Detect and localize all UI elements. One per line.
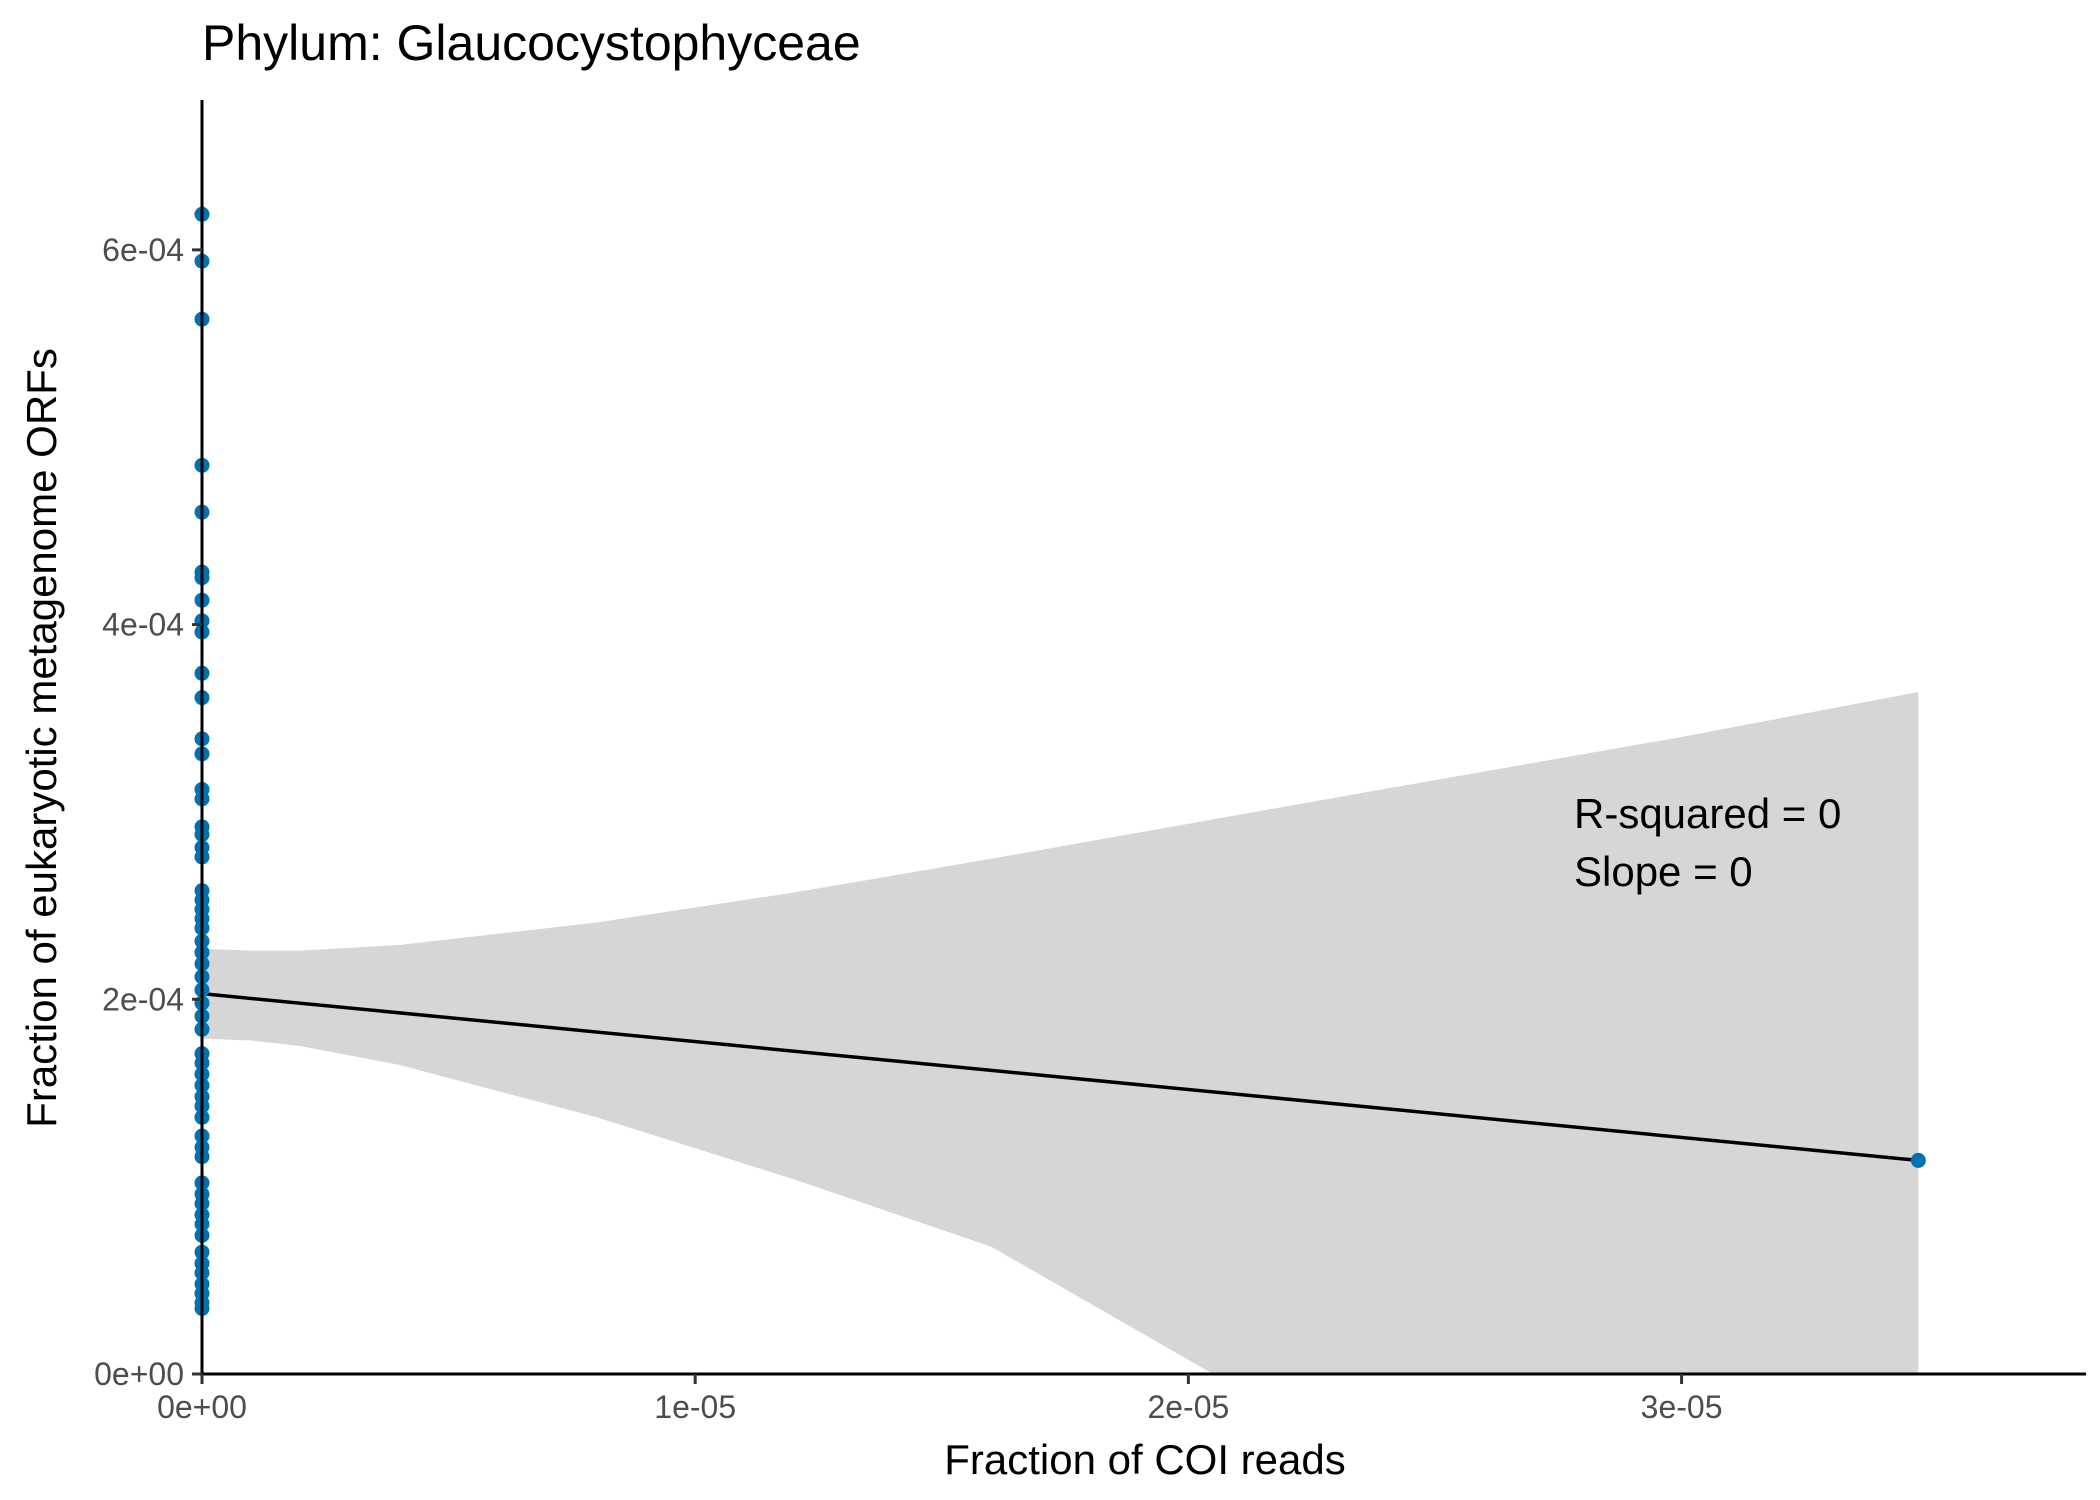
- data-point: [1910, 1152, 1926, 1168]
- slope-annotation: Slope = 0: [1574, 848, 1753, 895]
- fit-line-layer: [201, 991, 1919, 1163]
- x-tick-label: 3e-05: [1641, 1389, 1723, 1425]
- x-axis-title: Fraction of COI reads: [944, 1436, 1345, 1483]
- confidence-band: [202, 692, 1919, 1374]
- confidence-band-layer: [202, 692, 1919, 1374]
- x-axis-ticks: 0e+00 1e-05 2e-05 3e-05: [157, 1374, 1723, 1425]
- x-tick-label: 1e-05: [654, 1389, 736, 1425]
- y-axis-title: Fraction of eukaryotic metagenome ORFs: [18, 348, 65, 1128]
- x-tick-label: 0e+00: [157, 1389, 247, 1425]
- y-tick-label: 2e-04: [102, 981, 184, 1017]
- y-tick-label: 4e-04: [102, 607, 184, 643]
- y-axis-ticks: 0e+00 2e-04 4e-04 6e-04: [94, 232, 202, 1392]
- y-tick-label: 0e+00: [94, 1356, 184, 1392]
- regression-line: [201, 991, 1919, 1163]
- x-tick-label: 2e-05: [1147, 1389, 1229, 1425]
- r-squared-annotation: R-squared = 0: [1574, 790, 1841, 837]
- y-tick-label: 6e-04: [102, 232, 184, 268]
- chart-title: Phylum: Glaucocystophyceae: [202, 15, 861, 71]
